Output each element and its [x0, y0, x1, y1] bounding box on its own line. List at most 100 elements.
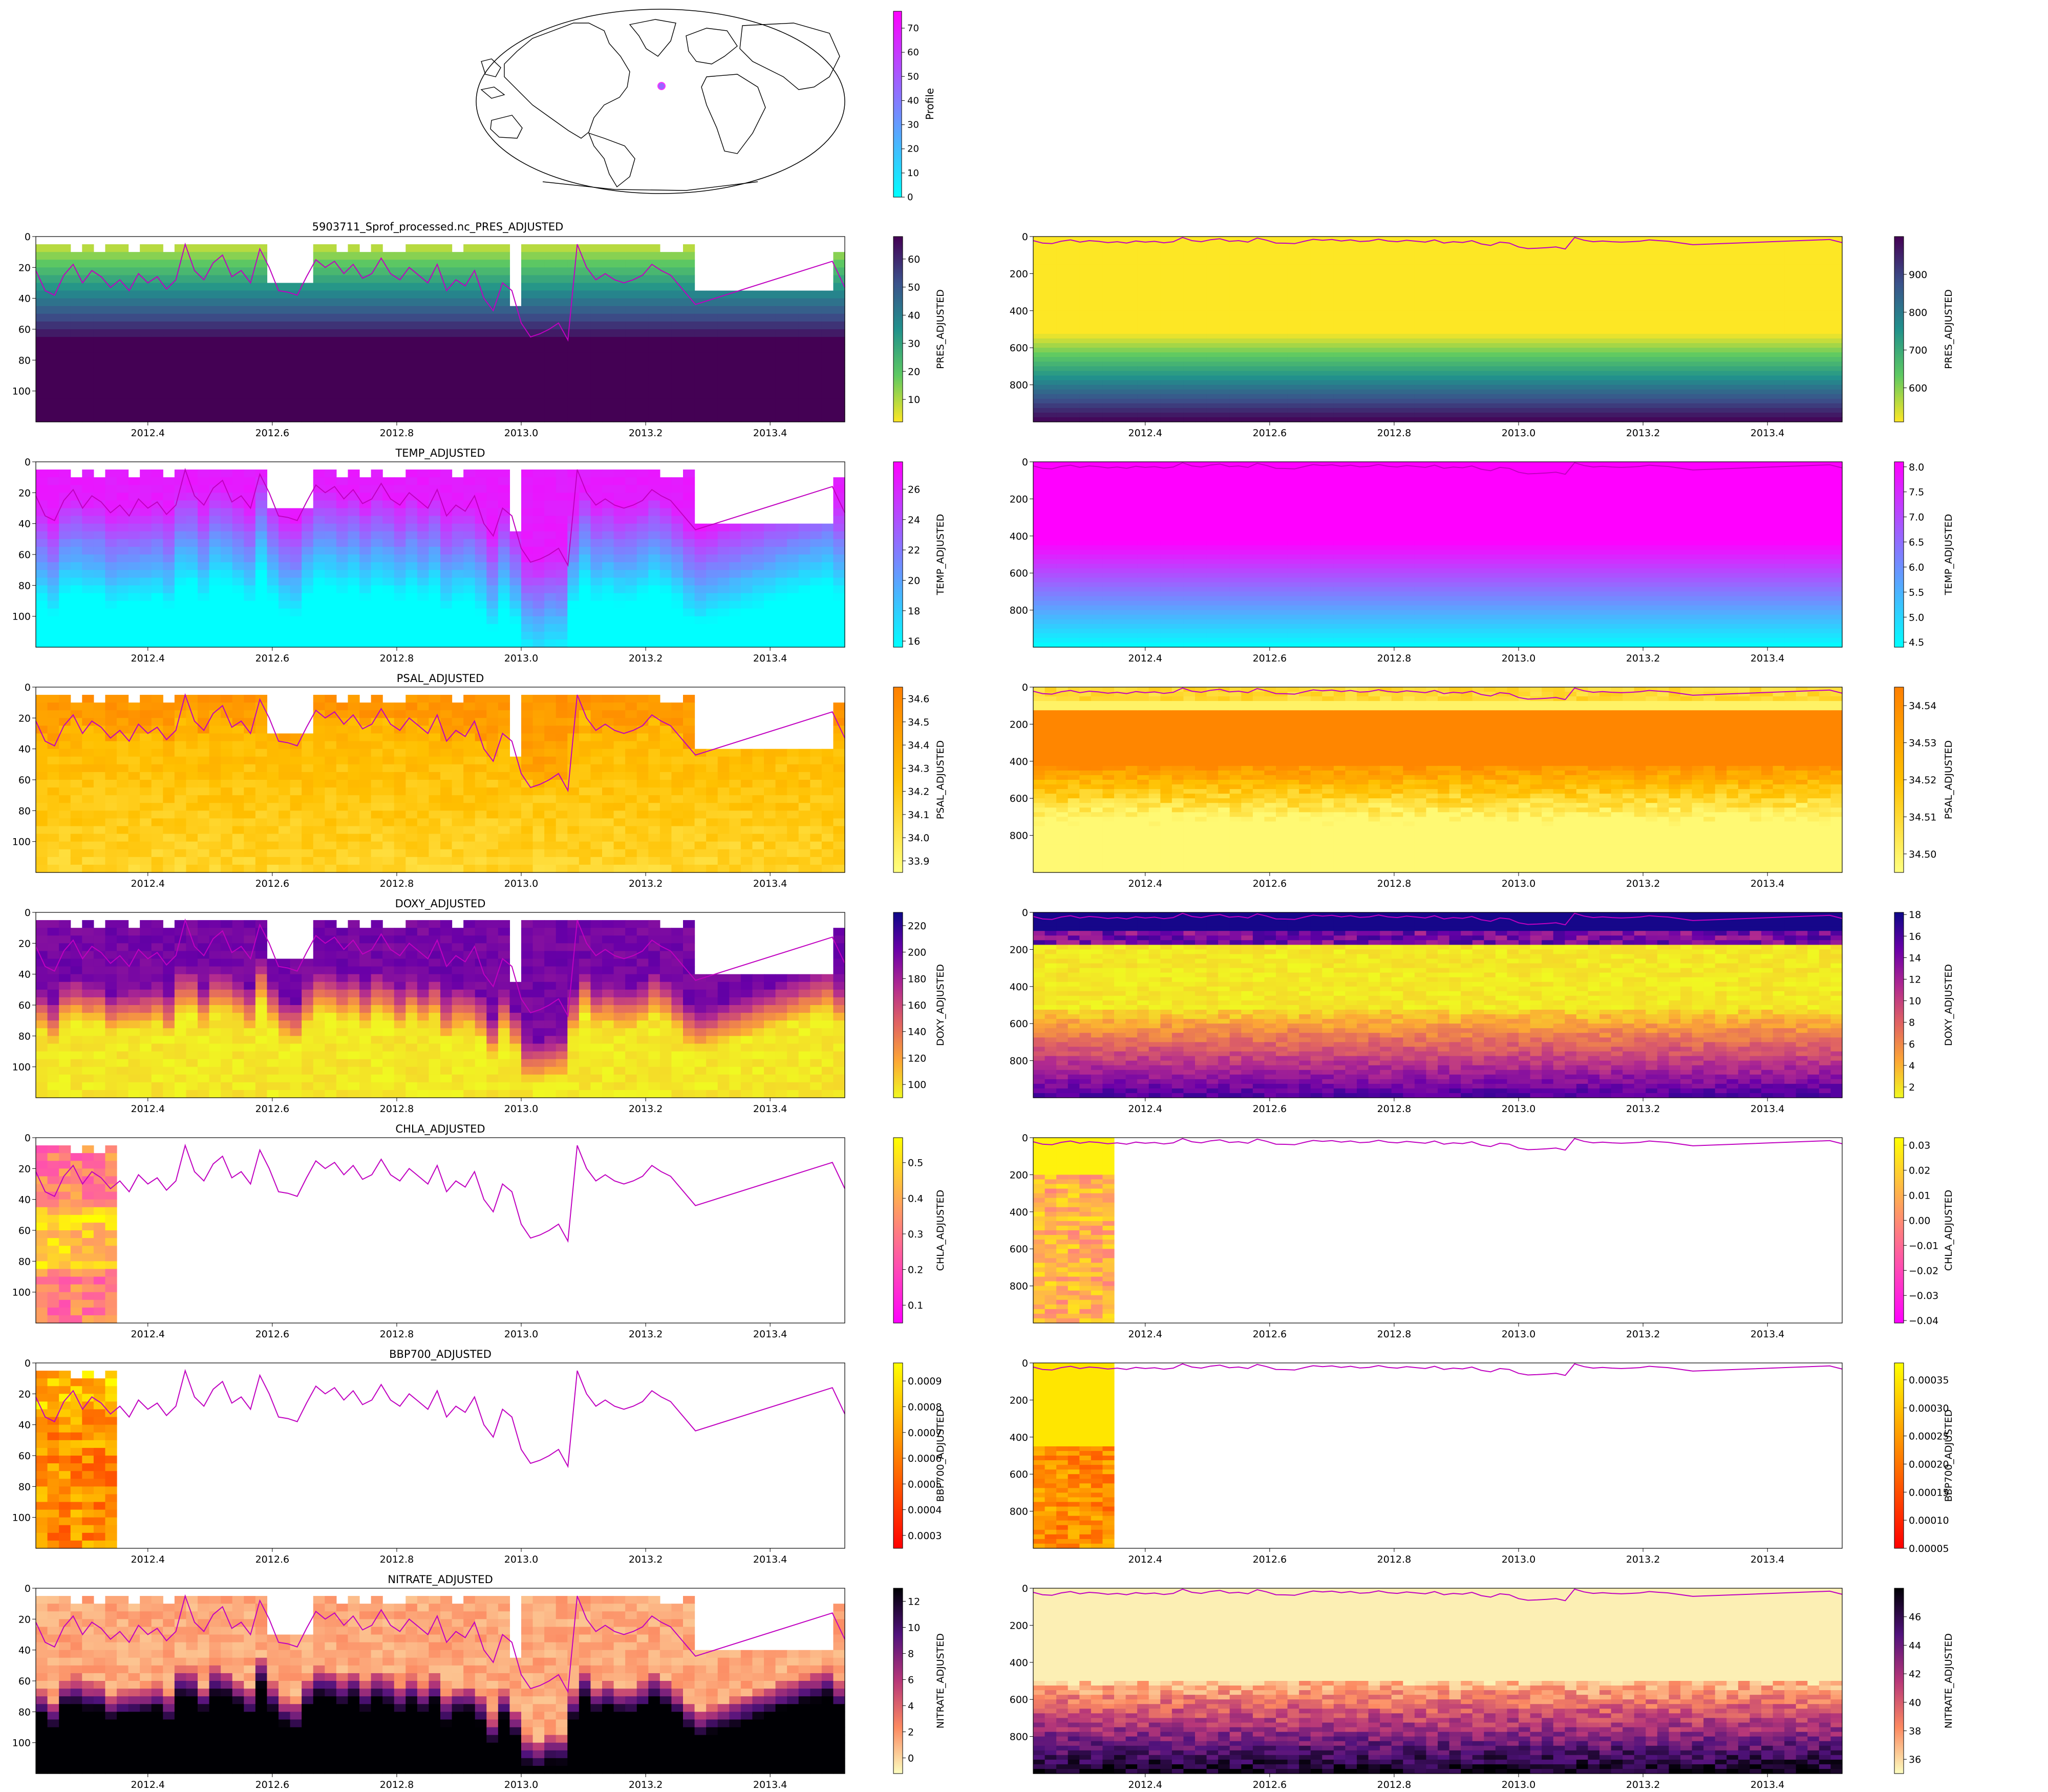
heatmap-cell [613, 368, 626, 376]
heatmap-cell [1345, 338, 1357, 344]
heatmap-cell [463, 360, 476, 369]
heatmap-cell [417, 283, 430, 291]
heatmap-cell [452, 321, 464, 330]
heatmap-cell [186, 337, 198, 345]
heatmap-cell [1218, 389, 1230, 395]
heatmap-cell [740, 375, 753, 384]
heatmap-cell [82, 313, 94, 322]
heatmap-cell [1669, 278, 1681, 284]
heatmap-cell [163, 585, 175, 594]
heatmap-cell [232, 406, 244, 415]
heatmap-cell [787, 368, 799, 376]
heatmap-cell [1796, 403, 1808, 409]
heatmap-cell [1345, 394, 1357, 399]
heatmap-cell [1310, 361, 1322, 367]
heatmap-cell [1599, 287, 1612, 293]
heatmap-cell [671, 414, 684, 422]
heatmap-cell [1299, 296, 1311, 302]
heatmap-cell [1310, 283, 1322, 288]
heatmap-cell [1195, 241, 1207, 246]
heatmap-cell [1507, 315, 1519, 321]
heatmap-cell [105, 570, 117, 578]
heatmap-cell [1738, 357, 1751, 362]
heatmap-cell [463, 352, 476, 360]
heatmap-cell [47, 546, 59, 555]
heatmap-cell [1461, 287, 1473, 293]
heatmap-cell [1669, 394, 1681, 399]
heatmap-cell [105, 523, 117, 532]
heatmap-cell [1091, 278, 1103, 284]
heatmap-cell [1148, 237, 1161, 242]
heatmap-cell [1183, 375, 1196, 381]
heatmap-cell [336, 516, 349, 524]
heatmap-cell [1276, 394, 1288, 399]
heatmap-cell [1171, 324, 1184, 330]
heatmap-cell [1449, 292, 1461, 297]
heatmap-cell [1576, 366, 1589, 372]
heatmap-cell [625, 398, 637, 407]
heatmap-cell [105, 414, 117, 422]
heatmap-cell [752, 383, 764, 392]
heatmap-cell [1750, 334, 1762, 339]
heatmap-cell [1796, 315, 1808, 321]
heatmap-cell [1726, 273, 1739, 279]
heatmap-cell [613, 360, 626, 369]
heatmap-cell [221, 508, 233, 517]
heatmap-cell [174, 352, 187, 360]
heatmap-cell [810, 375, 822, 384]
heatmap-cell [255, 313, 268, 322]
heatmap-cell [1183, 287, 1196, 293]
heatmap-cell [1438, 352, 1450, 357]
heatmap-cell [1195, 237, 1207, 242]
heatmap-cell [694, 313, 707, 322]
heatmap-cell [1068, 394, 1080, 399]
heatmap-cell [1542, 385, 1554, 390]
heatmap-cell [1426, 250, 1438, 255]
heatmap-cell [1125, 352, 1138, 357]
heatmap-cell [1183, 315, 1196, 321]
heatmap-cell [1426, 398, 1438, 404]
heatmap-cell [1380, 334, 1392, 339]
heatmap-cell [1726, 357, 1739, 362]
heatmap-cell [1438, 366, 1450, 372]
heatmap-cell [128, 562, 140, 570]
heatmap-cell [1299, 237, 1311, 242]
heatmap-cell [128, 500, 140, 509]
heatmap-cell [717, 383, 730, 392]
heatmap-cell [1171, 375, 1184, 381]
heatmap-cell [1807, 264, 1820, 269]
heatmap-cell [1796, 301, 1808, 307]
heatmap-cell [1530, 264, 1542, 269]
heatmap-cell [70, 406, 82, 415]
heatmap-cell [1611, 287, 1623, 293]
heatmap-cell [1738, 246, 1751, 251]
heatmap-cell [36, 585, 48, 594]
heatmap-cell [209, 275, 221, 284]
heatmap-cell [625, 244, 637, 252]
heatmap-cell [1738, 269, 1751, 274]
heatmap-cell [1553, 394, 1565, 399]
heatmap-cell [244, 508, 256, 517]
heatmap-cell [1333, 306, 1346, 311]
heatmap-cell [1276, 278, 1288, 284]
heatmap-cell [117, 639, 129, 648]
heatmap-cell [406, 321, 418, 330]
heatmap-cell [764, 290, 776, 299]
heatmap-cell [140, 252, 152, 260]
heatmap-cell [509, 368, 522, 376]
heatmap-cell [105, 345, 117, 353]
heatmap-cell [1102, 348, 1115, 353]
heatmap-cell [1044, 283, 1057, 288]
heatmap-cell [1241, 250, 1253, 255]
heatmap-cell [833, 345, 845, 353]
heatmap-cell [186, 306, 198, 314]
heatmap-cell [1345, 306, 1357, 311]
heatmap-cell [105, 306, 117, 314]
heatmap-cell [1252, 403, 1265, 409]
heatmap-cell [1519, 255, 1531, 260]
heatmap-cell [532, 337, 545, 345]
heatmap-cell [579, 391, 591, 399]
heatmap-cell [1472, 237, 1484, 242]
heatmap-cell [1519, 385, 1531, 390]
heatmap-cell [1680, 338, 1693, 344]
